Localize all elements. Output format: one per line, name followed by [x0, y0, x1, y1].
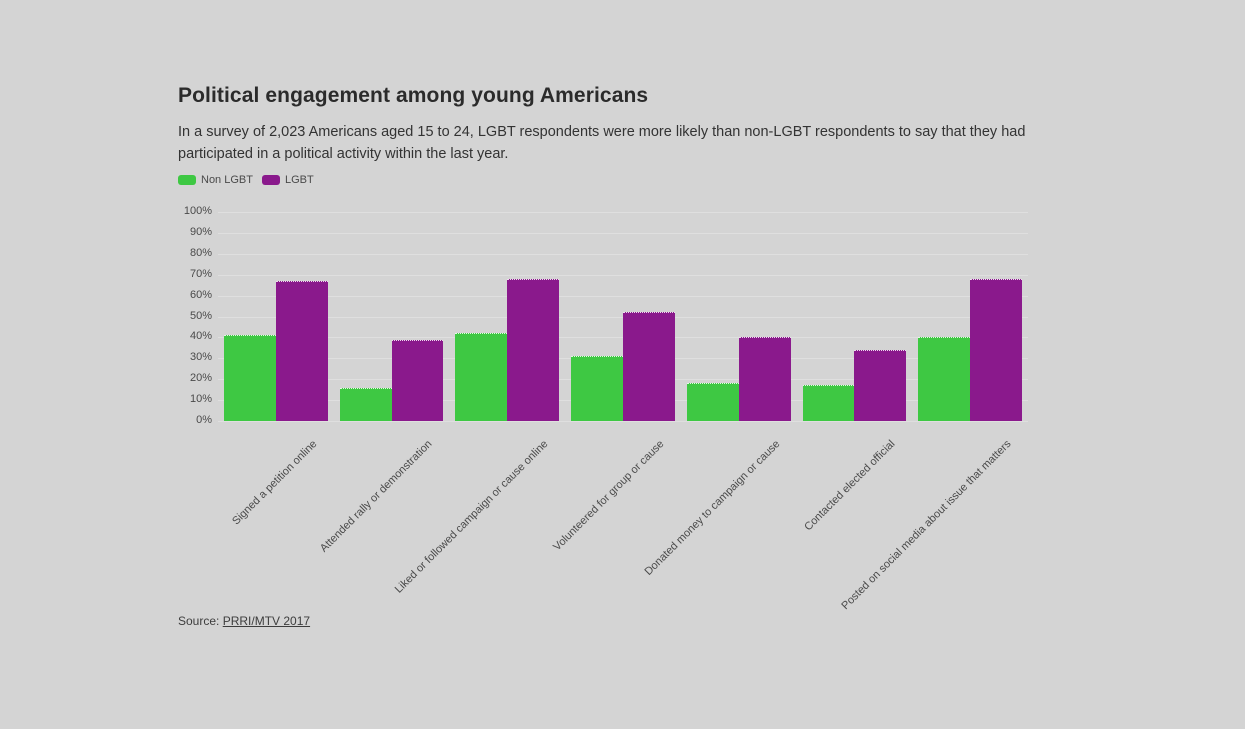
bar-non-lgbt[interactable] — [455, 333, 508, 421]
x-axis-label: Volunteered for group or cause — [551, 438, 667, 554]
bar-non-lgbt[interactable] — [802, 385, 855, 421]
y-axis-tick-0%: 0% — [196, 414, 212, 426]
bar-group — [797, 212, 913, 421]
y-axis-tick-80%: 80% — [189, 246, 212, 259]
legend: Non LGBT LGBT — [178, 174, 314, 186]
chart-title: Political engagement among young America… — [178, 84, 649, 107]
y-axis-tick-20%: 20% — [189, 372, 212, 385]
legend-swatch-icon — [261, 175, 280, 185]
bar-non-lgbt[interactable] — [571, 356, 624, 421]
source-link[interactable]: PRRI/MTV 2017 — [222, 614, 311, 628]
bar-group — [912, 212, 1028, 421]
source-prefix: Source: — [178, 614, 223, 628]
chart-subtitle: In a survey of 2,023 Americans aged 15 t… — [178, 121, 1038, 166]
gridline-50% — [218, 316, 1028, 318]
bar-lgbt[interactable] — [507, 278, 560, 421]
gridline-80% — [218, 253, 1028, 255]
y-axis-tick-50%: 50% — [189, 309, 212, 322]
x-axis-label: Attended rally or demonstration — [318, 438, 435, 555]
bar-lgbt[interactable] — [738, 337, 791, 421]
bar-lgbt[interactable] — [275, 280, 328, 421]
x-axis-label: Donated money to campaign or cause — [642, 438, 783, 578]
bar-non-lgbt[interactable] — [224, 335, 276, 421]
x-axis-label: Posted on social media about issue that … — [839, 438, 1014, 613]
source-line: Source: PRRI/MTV 2017 — [178, 614, 310, 628]
chart-subtitle-line2: participated in a political activity wit… — [178, 146, 509, 163]
chart-subtitle-line1: In a survey of 2,023 Americans aged 15 t… — [178, 124, 1026, 140]
bar-group — [565, 212, 681, 421]
bar-group — [218, 212, 334, 421]
x-axis-label: Liked or followed campaign or cause onli… — [392, 438, 551, 596]
gridline-100% — [218, 212, 1028, 213]
bar-non-lgbt[interactable] — [339, 387, 392, 421]
bar-non-lgbt[interactable] — [918, 337, 971, 421]
bars-layer — [218, 212, 1028, 421]
bar-group — [334, 212, 450, 421]
legend-label: Non LGBT — [201, 174, 253, 186]
bar-group — [681, 212, 797, 421]
y-axis-tick-10%: 10% — [189, 393, 212, 406]
bar-group — [449, 212, 565, 421]
gridline-60% — [218, 295, 1028, 297]
plot-area: 0% 10% 20% 30% 40% 50% 60% 70% 80% 90% 100% Signed … — [184, 205, 1028, 612]
legend-swatch-icon — [178, 175, 196, 185]
bar-lgbt[interactable] — [391, 339, 444, 421]
y-axis-tick-40%: 40% — [189, 330, 212, 343]
legend-item-lgbt: LGBT — [261, 174, 314, 186]
chart-container: Political engagement among young America… — [178, 84, 1038, 700]
bar-lgbt[interactable] — [623, 312, 675, 421]
legend-label: LGBT — [284, 174, 314, 186]
y-axis-tick-70%: 70% — [189, 267, 212, 280]
gridline-40% — [218, 337, 1028, 339]
y-axis-tick-30%: 30% — [189, 351, 212, 364]
gridline-70% — [218, 274, 1028, 276]
y-axis-tick-100%: 100% — [183, 205, 212, 217]
x-axis-label: Contacted elected official — [802, 438, 898, 534]
legend-item-non-lgbt: Non LGBT — [178, 174, 253, 186]
bar-lgbt[interactable] — [970, 278, 1023, 421]
gridline-0% — [218, 421, 1028, 422]
x-axis-label: Signed a petition online — [229, 438, 320, 528]
bar-lgbt[interactable] — [854, 349, 907, 421]
bar-non-lgbt[interactable] — [686, 383, 739, 421]
y-axis-tick-60%: 60% — [189, 288, 212, 301]
y-axis-tick-90%: 90% — [189, 225, 212, 238]
gridline-90% — [218, 232, 1028, 234]
